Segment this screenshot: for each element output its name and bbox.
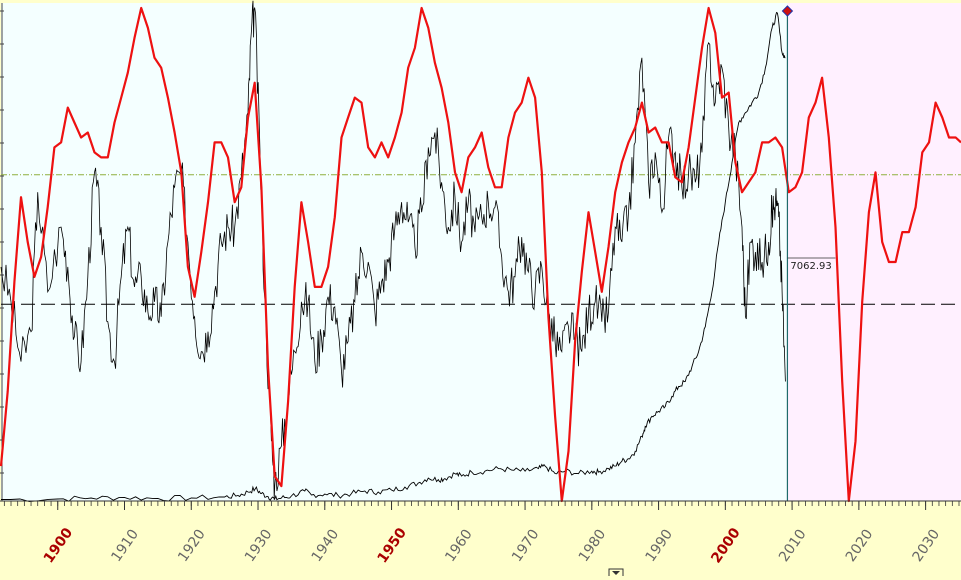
scroll-handle-arrow-icon[interactable] bbox=[612, 571, 620, 575]
forecast-region bbox=[787, 3, 961, 501]
price-label: 7062.93 bbox=[790, 261, 831, 272]
series-line-ratio bbox=[0, 0, 786, 500]
latest-point-diamond-marker bbox=[781, 5, 794, 17]
series-line-cycle bbox=[0, 6, 961, 503]
series-line-price bbox=[1, 11, 786, 503]
history-region bbox=[1, 3, 788, 501]
